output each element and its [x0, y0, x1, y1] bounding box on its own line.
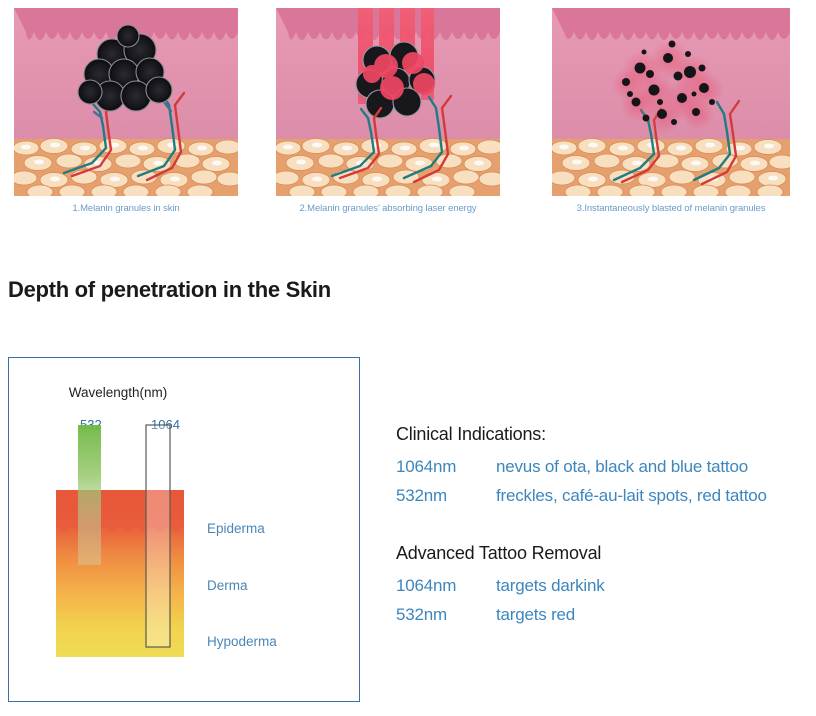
advanced-wavelength: 1064nm	[396, 576, 457, 595]
page-title: Depth of penetration in the Skin	[8, 277, 331, 302]
clinical-wavelength: 1064nm	[396, 457, 457, 476]
clinical-indications-heading: Clinical Indications:	[396, 424, 546, 444]
advanced-row: 1064nm targets darkink	[396, 576, 816, 596]
skin-illustration-3	[552, 8, 790, 196]
layer-label-epiderma: Epiderma	[207, 521, 265, 536]
clinical-description: nevus of ota, black and blue tattoo	[496, 457, 748, 476]
advanced-row: 532nm targets red	[396, 605, 816, 625]
panel-caption-2: 2.Melanin granules’ absorbing laser ener…	[299, 203, 477, 214]
panel-caption-3: 3.Instantaneously blasted of melanin gra…	[576, 203, 766, 214]
advanced-description: targets red	[496, 605, 576, 624]
wavelength-axis-title: Wavelength(nm)	[68, 385, 168, 400]
skin-depth-diagram	[56, 424, 184, 657]
clinical-description: freckles, café-au-lait spots, red tattoo	[496, 486, 767, 505]
skin-illustration-1	[14, 8, 238, 196]
clinical-row: 532nm freckles, café-au-lait spots, red …	[396, 486, 816, 506]
layer-label-hypoderma: Hypoderma	[207, 634, 277, 649]
clinical-row: 1064nm nevus of ota, black and blue tatt…	[396, 457, 816, 477]
layer-label-derma: Derma	[207, 578, 248, 593]
advanced-removal-heading: Advanced Tattoo Removal	[396, 543, 602, 563]
skin-panel-3	[552, 8, 790, 196]
skin-panel-1	[14, 8, 238, 196]
clinical-wavelength: 532nm	[396, 486, 447, 505]
beam-1064	[145, 424, 171, 648]
spacer	[396, 515, 816, 543]
panel-caption-1: 1.Melanin granules in skin	[72, 203, 180, 214]
advanced-wavelength: 532nm	[396, 605, 447, 624]
skin-panel-2	[276, 8, 500, 196]
advanced-description: targets darkink	[496, 576, 605, 595]
skin-illustration-2	[276, 8, 500, 196]
beam-532	[78, 425, 101, 565]
clinical-indications-block: Clinical Indications: 1064nm nevus of ot…	[396, 424, 816, 634]
illustration-panels	[0, 0, 816, 200]
